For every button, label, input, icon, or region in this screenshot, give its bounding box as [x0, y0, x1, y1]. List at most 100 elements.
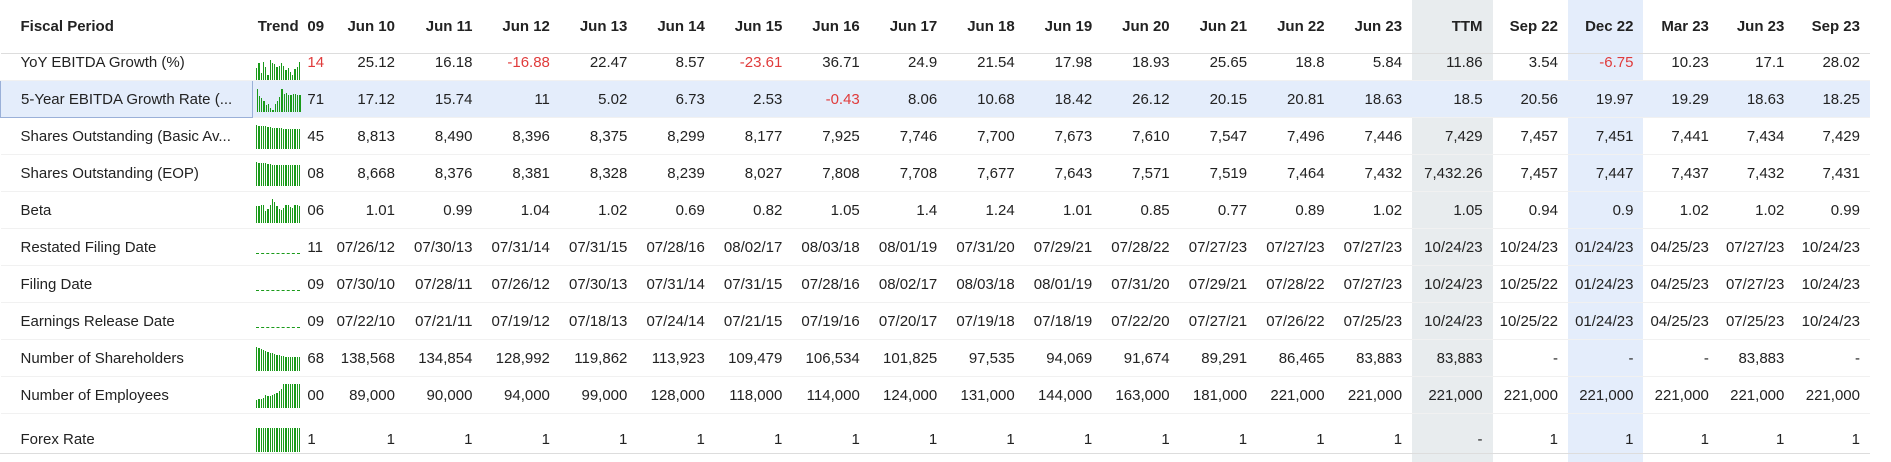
header-col[interactable]: Jun 10	[332, 0, 405, 54]
table-cell: 08/03/18	[947, 265, 1025, 303]
row-label[interactable]: Number of Shareholders	[0, 339, 253, 377]
trend-sparkline[interactable]	[252, 191, 305, 229]
header-ttm[interactable]: TTM	[1412, 0, 1493, 54]
trend-sparkline[interactable]	[252, 117, 305, 155]
trend-sparkline[interactable]	[252, 302, 305, 340]
table-cell: 7,457	[1492, 117, 1568, 155]
header-col[interactable]: Jun 12	[482, 0, 560, 54]
header-col[interactable]: Jun 14	[637, 0, 715, 54]
sparkline-bar	[294, 428, 296, 452]
header-col[interactable]: Sep 22	[1492, 0, 1568, 54]
table-cell: 1	[696, 430, 705, 448]
sparkline-bar	[287, 68, 289, 80]
row-label[interactable]: Forex Rate	[20, 430, 95, 448]
row-label[interactable]: Restated Filing Date	[0, 228, 253, 266]
trend-sparkline[interactable]	[252, 414, 304, 462]
table-cell: 94,000	[482, 376, 560, 414]
sparkline-bar	[296, 428, 298, 452]
header-col[interactable]: Jun 20	[1102, 0, 1180, 54]
table-row[interactable]: Number of Shareholders 68 138,568 134,854 12…	[0, 339, 1870, 377]
table-cell: 07/30/13	[404, 228, 483, 266]
trend-sparkline[interactable]	[252, 154, 305, 192]
sparkline-bar	[258, 206, 260, 223]
header-col[interactable]: Jun 23	[1334, 0, 1413, 54]
header-col[interactable]: Jun 21	[1179, 0, 1258, 54]
table-row[interactable]: Shares Outstanding (EOP) 08 8,668 8,376 8,38…	[0, 154, 1870, 192]
table-cell: 7,746	[869, 117, 948, 155]
sparkline-bar	[265, 211, 267, 223]
sparkline-flat-line	[256, 326, 301, 328]
header-fiscal-period[interactable]: Fiscal Period	[0, 0, 253, 54]
sparkline-bar	[283, 384, 285, 408]
header-col[interactable]: Dec 22	[1568, 0, 1644, 54]
row-label[interactable]: Filing Date	[0, 265, 253, 303]
row-label[interactable]: 5-Year EBITDA Growth Rate (...	[0, 80, 253, 118]
row-label[interactable]: Beta	[0, 191, 253, 229]
table-cell: 1	[928, 430, 938, 448]
table-cell: 8.57	[637, 53, 715, 81]
header-col[interactable]: Jun 13	[559, 0, 638, 54]
header-09[interactable]: 09	[304, 0, 333, 54]
table-row[interactable]: Earnings Release Date 09 07/22/10 07/21/11 0…	[0, 302, 1870, 340]
row-label[interactable]: Earnings Release Date	[0, 302, 253, 340]
sparkline-bar	[260, 126, 262, 149]
table-row[interactable]: Beta 06 1.01 0.99 1.04 1.02 0.69 0.82 1.05 1.4 1.2…	[0, 191, 1870, 229]
table-cell: 1	[1851, 430, 1860, 448]
table-cell: 131,000	[947, 376, 1025, 414]
header-col[interactable]: Mar 23	[1643, 0, 1719, 54]
header-col[interactable]: Jun 18	[947, 0, 1025, 54]
trend-sparkline[interactable]	[252, 339, 305, 377]
table-cell: 1.05	[792, 191, 870, 229]
table-row[interactable]: YoY EBITDA Growth (%) 14 25.12 16.18 -16.88 2…	[0, 53, 1870, 81]
table-cell: 1	[541, 430, 550, 448]
row-label[interactable]: Shares Outstanding (Basic Av...	[0, 117, 253, 155]
trend-sparkline[interactable]	[252, 53, 305, 81]
trend-sparkline[interactable]	[252, 265, 305, 303]
trend-sparkline[interactable]	[252, 376, 305, 414]
sparkline-bar	[278, 66, 280, 80]
header-col[interactable]: Jun 22	[1257, 0, 1335, 54]
table-cell: 20.15	[1179, 80, 1258, 118]
table-row[interactable]: Shares Outstanding (Basic Av... 45 8,813 8,…	[0, 117, 1870, 155]
sparkline-bar	[267, 396, 269, 408]
sparkline-bar	[256, 125, 258, 149]
row-label[interactable]: YoY EBITDA Growth (%)	[0, 53, 253, 81]
sparkline-bar	[280, 210, 283, 223]
sparkline-bar	[265, 67, 267, 80]
header-col[interactable]: Jun 16	[792, 0, 870, 54]
sparkline-bar	[280, 356, 283, 371]
row-label[interactable]: Number of Employees	[0, 376, 253, 414]
table-cell: 10/24/23	[1412, 228, 1493, 266]
table-row[interactable]: Restated Filing Date 11 07/26/12 07/30/13 07…	[0, 228, 1870, 266]
header-col[interactable]: Jun 17	[869, 0, 948, 54]
table-cell: 1.02	[1718, 191, 1795, 229]
sparkline-bars	[256, 123, 301, 149]
header-col[interactable]: Jun 11	[404, 0, 483, 54]
trend-sparkline[interactable]	[252, 80, 305, 118]
cell-09: 11	[304, 228, 333, 266]
sparkline-bar	[292, 75, 294, 80]
sparkline-bar	[256, 68, 258, 80]
table-cell: 07/19/12	[482, 302, 560, 340]
table-cell: 8,396	[482, 117, 560, 155]
header-col[interactable]: Sep 23	[1794, 0, 1870, 54]
table-row[interactable]: Number of Employees 00 89,000 90,000 94,000 9…	[0, 376, 1870, 414]
table-cell: 01/24/23	[1568, 228, 1644, 266]
table-cell: 94,069	[1024, 339, 1103, 377]
table-cell: 7,571	[1102, 154, 1180, 192]
sparkline-bar	[283, 94, 285, 112]
table-cell: 07/27/23	[1334, 228, 1413, 266]
sparkline-bar	[274, 428, 276, 452]
header-trend[interactable]: Trend	[252, 0, 305, 54]
table-cell: 07/31/15	[714, 265, 793, 303]
trend-sparkline[interactable]	[252, 228, 305, 266]
header-col[interactable]: Jun 19	[1024, 0, 1103, 54]
table-row[interactable]: Filing Date 09 07/30/10 07/28/11 07/26/12 07/…	[0, 265, 1870, 303]
sparkline-bar	[269, 164, 271, 186]
table-row[interactable]: 5-Year EBITDA Growth Rate (... 71 17.12 15.…	[0, 80, 1870, 118]
table-cell: 07/24/14	[637, 302, 715, 340]
row-label[interactable]: Shares Outstanding (EOP)	[0, 154, 253, 192]
table-row[interactable]: Forex Rate 1 1 1 1 1 1 1 1 1 1 1 1 1 1 1-1 1 1 1 1	[1, 413, 1871, 462]
header-col[interactable]: Jun 15	[714, 0, 793, 54]
header-col[interactable]: Jun 23	[1718, 0, 1795, 54]
